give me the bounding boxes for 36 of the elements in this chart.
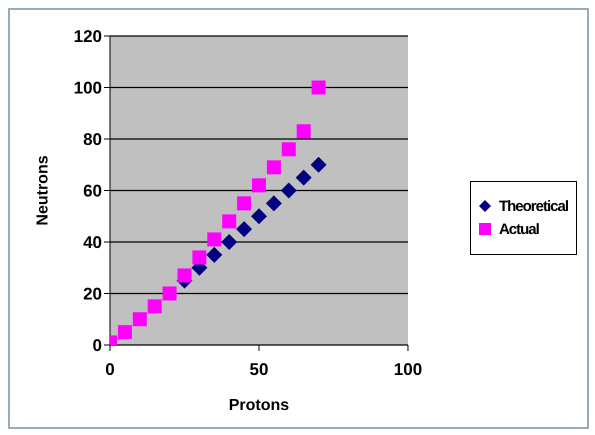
point [162,286,177,300]
point [132,312,147,326]
legend-label: Actual [498,220,539,238]
point [222,214,236,228]
legend-label: Theoretical [498,198,568,214]
point [192,250,206,264]
point [310,156,327,173]
point [207,232,222,246]
y-axis-title: Neutrons [34,155,52,226]
y-tick-label: 40 [83,233,102,252]
point [177,268,192,282]
point [148,299,162,314]
x-axis-title: Protons [228,397,290,414]
y-tick-label: 100 [74,78,102,98]
x-tick-label: 0 [105,360,115,380]
point [266,160,281,174]
point [250,208,267,224]
y-tick-label: 20 [83,284,102,304]
point [118,325,132,340]
y-tick-label: 80 [83,130,102,150]
point [312,80,326,94]
y-tick-label: 120 [74,27,102,46]
point [252,178,266,192]
point [280,182,297,198]
point [266,195,282,212]
y-tick-label: 0 [92,336,102,356]
point [296,170,312,186]
point [282,142,296,156]
point [296,124,311,138]
point [237,196,252,210]
point [236,221,252,238]
x-tick-label: 100 [394,360,422,380]
x-tick-label: 50 [250,360,268,380]
point [221,234,238,250]
point [206,246,222,263]
y-tick-label: 60 [83,182,102,201]
